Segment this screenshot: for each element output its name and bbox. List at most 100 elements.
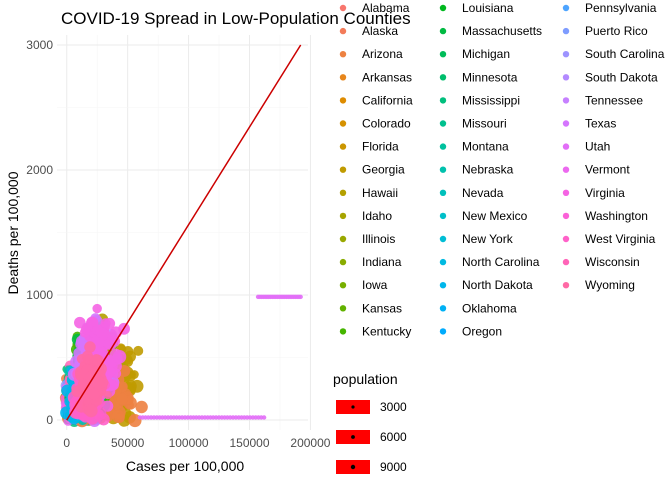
- legend-label: Massachusetts: [462, 24, 542, 38]
- legend-key: [439, 282, 447, 289]
- y-tick-label: 1000: [26, 288, 53, 302]
- legend-label: Alaska: [362, 24, 398, 38]
- legend-label: Wyoming: [585, 278, 635, 292]
- x-tick-label: 50000: [111, 436, 145, 450]
- legend-label: Virginia: [585, 186, 625, 200]
- legend-label: Tennessee: [585, 93, 643, 107]
- legend-label: Mississippi: [462, 93, 520, 107]
- color-legend: Alabama Alaska Arizona Arkansas California Co…: [339, 1, 665, 338]
- legend-key: [439, 4, 447, 12]
- legend-key: [439, 74, 447, 81]
- legend-key: [439, 166, 447, 173]
- size-legend: population 3000 6000 9000: [333, 371, 407, 474]
- legend-key: [562, 27, 570, 35]
- legend-key: [439, 235, 447, 243]
- size-legend-label: 6000: [380, 430, 407, 444]
- legend-key: [339, 4, 347, 12]
- legend-label: New Mexico: [462, 209, 528, 223]
- y-tick-label: 2000: [26, 163, 53, 177]
- legend-key: [339, 97, 347, 104]
- legend-label: Texas: [585, 117, 616, 131]
- legend-key: [339, 143, 347, 150]
- data-point: [103, 357, 117, 370]
- legend-label: North Carolina: [462, 255, 540, 269]
- legend-key: [439, 120, 447, 127]
- legend-label: Missouri: [462, 117, 507, 131]
- legend-key: [562, 143, 570, 150]
- data-point: [103, 390, 112, 400]
- legend-key: [339, 166, 347, 173]
- legend-key: [562, 166, 570, 173]
- legend-label: Washington: [585, 209, 648, 223]
- legend-key: [439, 305, 447, 312]
- data-point: [111, 410, 125, 423]
- legend-key: [439, 258, 447, 266]
- data-point: [124, 350, 137, 363]
- data-point: [80, 324, 91, 335]
- data-point: [84, 341, 96, 353]
- legend-label: Wisconsin: [585, 255, 640, 269]
- legend-key: [339, 212, 347, 220]
- x-axis-title: Cases per 100,000: [126, 458, 245, 474]
- axes: 0 50000 100000 150000 200000 0 1000 2000 3000: [26, 38, 330, 450]
- size-legend-dot: [350, 464, 356, 470]
- legend-key: [339, 51, 347, 58]
- legend-key: [439, 328, 447, 335]
- legend-label: Hawaii: [362, 186, 398, 200]
- legend-label: North Dakota: [462, 278, 533, 292]
- legend-label: Minnesota: [462, 70, 518, 84]
- legend-label: Louisiana: [462, 1, 514, 15]
- legend-key: [439, 27, 447, 35]
- legend-key: [339, 189, 347, 196]
- trend-line: [66, 44, 302, 421]
- legend-key: [562, 4, 570, 12]
- legend-label: South Carolina: [585, 47, 665, 61]
- legend-label: Kentucky: [362, 324, 411, 338]
- x-tick-label: 200000: [290, 436, 330, 450]
- legend-key: [562, 51, 570, 58]
- legend-label: Iowa: [362, 278, 388, 292]
- legend-label: Arizona: [362, 47, 403, 61]
- data-point: [112, 350, 127, 364]
- legend-label: Illinois: [362, 232, 395, 246]
- legend-key: [439, 189, 447, 196]
- chart-title: COVID-19 Spread in Low-Population Counti…: [61, 9, 411, 28]
- legend-key: [339, 328, 347, 335]
- data-point: [95, 328, 104, 337]
- legend-key: [439, 51, 447, 58]
- data-point: [91, 354, 102, 366]
- legend-label: Michigan: [462, 47, 510, 61]
- data-point: [74, 316, 86, 329]
- legend-label: California: [362, 93, 413, 107]
- legend-key: [562, 282, 570, 289]
- legend-label: Pennsylvania: [585, 1, 657, 15]
- size-legend-label: 9000: [380, 460, 407, 474]
- data-point: [110, 326, 123, 339]
- legend-key: [562, 74, 570, 81]
- legend-key: [339, 27, 347, 35]
- legend-key: [562, 97, 570, 104]
- legend-label: New York: [462, 232, 514, 246]
- legend-label: South Dakota: [585, 70, 658, 84]
- data-point: [104, 366, 116, 378]
- legend-key: [339, 74, 347, 81]
- legend-label: Colorado: [362, 117, 411, 131]
- legend-key: [562, 189, 570, 196]
- trend-line-segment: [66, 44, 302, 421]
- y-tick-label: 0: [46, 413, 53, 427]
- legend-key: [562, 120, 570, 127]
- legend-key: [562, 258, 570, 266]
- data-point: [135, 400, 148, 414]
- legend-key: [439, 143, 447, 150]
- legend-key: [439, 97, 447, 104]
- x-tick-label: 150000: [229, 436, 269, 450]
- legend-label: West Virginia: [585, 232, 656, 246]
- data-point: [116, 393, 128, 405]
- legend-key: [339, 305, 347, 312]
- legend-label: Oklahoma: [462, 301, 517, 315]
- legend-label: Georgia: [362, 163, 405, 177]
- x-tick-label: 0: [63, 436, 70, 450]
- legend-label: Idaho: [362, 209, 392, 223]
- data-point: [298, 294, 303, 300]
